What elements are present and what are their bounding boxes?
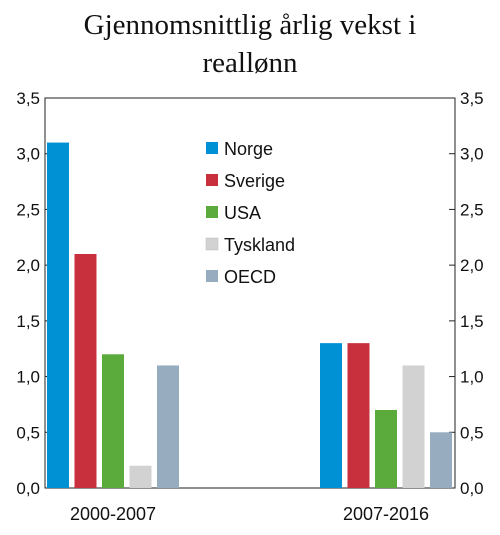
x-axis-categories: 2000-2007 2007-2016 — [70, 504, 429, 524]
y-tick-label-left: 0,0 — [16, 479, 40, 498]
bar-series — [47, 142, 452, 489]
chart-title-line-2: reallønn — [202, 47, 298, 79]
y-tick-label-right: 3,5 — [460, 89, 484, 108]
bar-sverige-2000-2007 — [74, 254, 97, 488]
legend-swatch-usa — [206, 206, 218, 218]
right-y-axis: 0,0 0,5 1,0 1,5 2,0 2,5 3,0 3,5 — [449, 89, 484, 498]
y-tick-label-left: 1,0 — [16, 368, 40, 387]
y-tick-label-right: 3,0 — [460, 145, 484, 164]
bar-oecd-2000-2007 — [157, 365, 179, 488]
bar-norge-2000-2007 — [47, 142, 69, 489]
y-tick-label-left: 3,5 — [16, 89, 40, 108]
legend-label-norge: Norge — [224, 139, 273, 159]
y-tick-label-right: 1,0 — [460, 368, 484, 387]
bar-tyskland-2007-2016 — [402, 365, 425, 488]
x-category-label: 2000-2007 — [70, 504, 156, 524]
legend-swatch-norge — [206, 142, 218, 154]
y-tick-label-left: 0,5 — [16, 423, 40, 442]
legend-label-tyskland: Tyskland — [224, 235, 295, 255]
legend-label-sverige: Sverige — [224, 171, 285, 191]
left-y-axis: 0,0 0,5 1,0 1,5 2,0 2,5 3,0 3,5 — [16, 89, 51, 498]
legend-label-oecd: OECD — [224, 267, 276, 287]
bar-tyskland-2000-2007 — [129, 465, 152, 488]
legend-label-usa: USA — [224, 203, 261, 223]
legend: Norge Sverige USA Tyskland OECD — [205, 139, 295, 287]
x-category-label: 2007-2016 — [343, 504, 429, 524]
y-tick-label-left: 2,0 — [16, 256, 40, 275]
plot-frame — [44, 97, 456, 489]
y-tick-label-right: 2,0 — [460, 256, 484, 275]
bar-sverige-2007-2016 — [347, 343, 370, 488]
bar-usa-2007-2016 — [375, 410, 397, 488]
y-tick-label-left: 2,5 — [16, 200, 40, 219]
legend-swatch-oecd — [206, 270, 218, 282]
bar-oecd-2007-2016 — [430, 432, 452, 488]
chart-title-line-1: Gjennomsnittlig årlig vekst i — [84, 9, 417, 41]
y-tick-label-right: 1,5 — [460, 312, 484, 331]
bar-usa-2000-2007 — [102, 354, 124, 488]
y-tick-label-right: 0,5 — [460, 423, 484, 442]
y-tick-label-left: 3,0 — [16, 145, 40, 164]
legend-swatch-sverige — [206, 174, 218, 186]
y-tick-label-left: 1,5 — [16, 312, 40, 331]
legend-swatch-tyskland — [205, 237, 219, 251]
y-tick-label-right: 2,5 — [460, 200, 484, 219]
y-tick-label-right: 0,0 — [460, 479, 484, 498]
bar-norge-2007-2016 — [320, 343, 342, 488]
